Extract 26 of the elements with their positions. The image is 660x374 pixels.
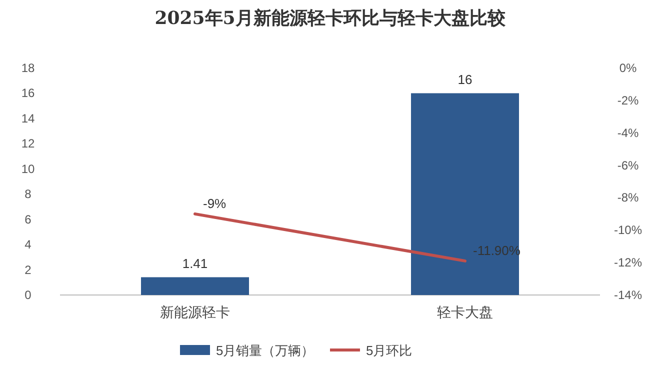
y2-tick-label: -8% (617, 190, 639, 205)
y-tick-label: 16 (21, 86, 35, 100)
y2-tick-label: -6% (617, 158, 639, 172)
y-tick-label: 14 (21, 111, 35, 126)
y2-tick-label: -2% (617, 93, 639, 108)
chart-title: 2025年5月新能源轻卡环比与轻卡大盘比较 (154, 8, 506, 29)
legend-label: 5月环比 (366, 343, 412, 358)
y2-tick-label: -4% (617, 126, 639, 140)
y-tick-label: 6 (24, 212, 32, 226)
y-tick-label: 8 (24, 187, 32, 202)
data-label: -9% (203, 196, 227, 211)
data-label: 16 (458, 72, 472, 88)
y-tick-label: 0 (24, 288, 32, 302)
y2-tick-label: -10% (614, 223, 642, 238)
x-tick-label: 轻卡大盘 (437, 304, 493, 320)
x-tick-label: 新能源轻卡 (160, 304, 230, 320)
y2-tick-label: -12% (614, 256, 642, 270)
y-tick-label: 10 (21, 162, 35, 176)
y-tick-label: 2 (24, 262, 32, 277)
y-tick-label: 4 (24, 238, 32, 252)
y-tick-label: 18 (21, 61, 35, 75)
y2-tick-label: 0% (619, 61, 637, 75)
y2-tick-label: -14% (614, 288, 642, 302)
legend-label: 5月销量（万辆） (216, 343, 314, 358)
data-label: 1.41 (182, 256, 208, 272)
y-tick-label: 12 (21, 136, 35, 151)
